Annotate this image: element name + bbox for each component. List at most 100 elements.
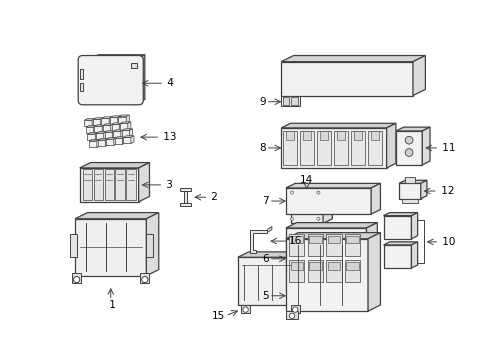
Polygon shape — [112, 131, 115, 138]
Circle shape — [292, 307, 297, 312]
Circle shape — [73, 276, 80, 283]
Polygon shape — [291, 97, 297, 105]
Circle shape — [405, 149, 412, 156]
Text: 3: 3 — [163, 180, 173, 190]
Polygon shape — [134, 55, 144, 105]
Text: 16: 16 — [288, 236, 302, 246]
Polygon shape — [126, 170, 135, 200]
Polygon shape — [104, 170, 114, 200]
Text: 6: 6 — [262, 254, 268, 264]
FancyBboxPatch shape — [78, 55, 143, 105]
Polygon shape — [398, 180, 426, 183]
Polygon shape — [89, 139, 100, 141]
Polygon shape — [114, 138, 117, 145]
Text: 12: 12 — [437, 186, 453, 196]
Polygon shape — [410, 242, 417, 268]
Polygon shape — [299, 131, 313, 165]
Polygon shape — [146, 213, 159, 276]
Polygon shape — [281, 55, 425, 62]
Polygon shape — [281, 62, 412, 95]
Polygon shape — [290, 186, 332, 191]
Polygon shape — [350, 131, 364, 165]
Polygon shape — [282, 97, 288, 105]
Polygon shape — [80, 69, 82, 78]
Text: 11: 11 — [438, 143, 455, 153]
Polygon shape — [327, 236, 340, 243]
Polygon shape — [104, 132, 112, 138]
Polygon shape — [237, 257, 302, 305]
Polygon shape — [122, 129, 132, 130]
Circle shape — [290, 217, 293, 220]
Polygon shape — [113, 130, 123, 131]
Polygon shape — [140, 273, 149, 283]
Polygon shape — [72, 273, 81, 283]
Circle shape — [316, 191, 319, 194]
Polygon shape — [115, 170, 124, 200]
Circle shape — [316, 217, 319, 220]
Polygon shape — [323, 186, 332, 223]
Polygon shape — [346, 262, 358, 270]
Polygon shape — [401, 199, 417, 203]
Polygon shape — [285, 239, 367, 311]
Polygon shape — [327, 262, 340, 270]
Polygon shape — [307, 234, 323, 256]
Polygon shape — [333, 131, 347, 165]
Polygon shape — [118, 117, 126, 123]
Polygon shape — [87, 134, 95, 140]
Polygon shape — [319, 131, 327, 140]
Polygon shape — [104, 131, 115, 132]
Polygon shape — [103, 124, 114, 125]
Text: 9: 9 — [259, 97, 265, 107]
Text: 4: 4 — [164, 78, 174, 88]
Polygon shape — [126, 115, 129, 123]
Polygon shape — [366, 222, 377, 289]
Polygon shape — [84, 120, 92, 126]
Polygon shape — [122, 137, 125, 144]
Polygon shape — [386, 123, 395, 168]
Polygon shape — [138, 163, 149, 202]
Polygon shape — [410, 213, 417, 239]
Polygon shape — [118, 115, 129, 117]
Polygon shape — [383, 213, 417, 216]
Polygon shape — [110, 117, 118, 123]
Polygon shape — [237, 252, 313, 257]
Polygon shape — [94, 170, 103, 200]
Polygon shape — [106, 139, 114, 145]
Polygon shape — [97, 140, 105, 146]
Circle shape — [405, 136, 412, 144]
Polygon shape — [111, 124, 119, 131]
Polygon shape — [383, 242, 417, 245]
Text: 13: 13 — [160, 132, 177, 142]
Polygon shape — [412, 55, 425, 95]
Polygon shape — [370, 183, 380, 214]
Polygon shape — [290, 236, 302, 243]
Polygon shape — [93, 119, 101, 125]
Polygon shape — [288, 260, 304, 282]
Polygon shape — [113, 131, 121, 138]
Polygon shape — [302, 252, 313, 305]
Polygon shape — [87, 55, 144, 60]
Circle shape — [290, 191, 293, 194]
Text: 1: 1 — [105, 300, 116, 310]
Polygon shape — [290, 305, 299, 313]
Polygon shape — [346, 236, 358, 243]
Polygon shape — [353, 131, 361, 140]
Polygon shape — [336, 131, 344, 140]
Polygon shape — [267, 226, 271, 233]
Polygon shape — [308, 262, 321, 270]
Polygon shape — [92, 119, 95, 126]
Polygon shape — [103, 132, 107, 139]
Polygon shape — [110, 116, 121, 117]
Polygon shape — [102, 125, 105, 132]
Text: 2: 2 — [208, 192, 218, 202]
Polygon shape — [285, 183, 380, 188]
Polygon shape — [86, 127, 94, 133]
Polygon shape — [111, 123, 122, 124]
Polygon shape — [129, 129, 132, 136]
Polygon shape — [96, 133, 103, 139]
Polygon shape — [288, 234, 304, 256]
Polygon shape — [114, 138, 122, 144]
Polygon shape — [307, 260, 323, 282]
Polygon shape — [285, 222, 377, 228]
Text: 5: 5 — [262, 291, 268, 301]
